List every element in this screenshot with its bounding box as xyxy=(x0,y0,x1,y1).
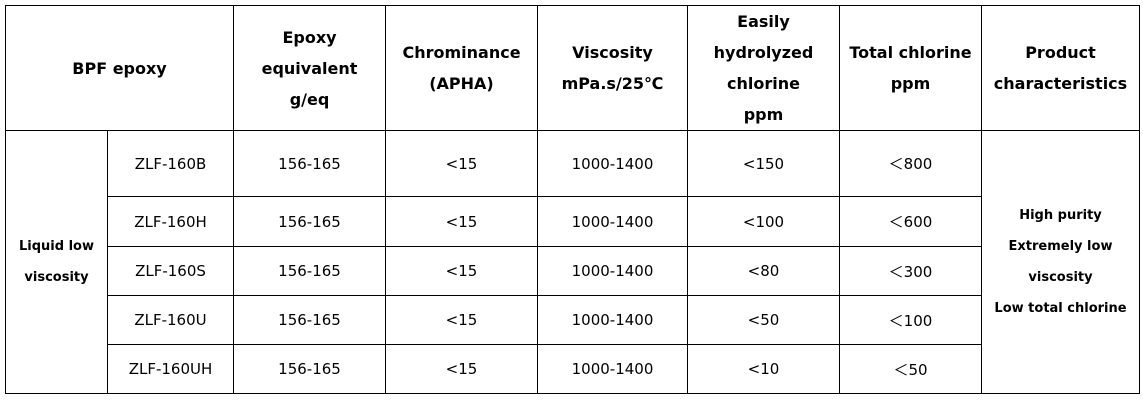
data-cell: <15 xyxy=(385,246,538,296)
header-cell: Total chlorine ppm xyxy=(839,5,982,131)
data-cell: <100 xyxy=(687,196,840,247)
data-cell: <10 xyxy=(687,344,840,394)
header-cell: Epoxy equivalent g/eq xyxy=(233,5,386,131)
data-row: ZLF-160UH 156-165 <15 1000-1400 <10 ＜50 xyxy=(6,344,1140,394)
header-cell: BPF epoxy xyxy=(5,5,234,131)
table-body: Liquid low viscosity ZLF-160B 156-165 <15 100… xyxy=(5,130,1140,394)
cell-line: characteristics xyxy=(993,74,1128,93)
data-cell: <15 xyxy=(385,196,538,247)
data-cell: ＜300 xyxy=(839,246,982,296)
data-cell: <15 xyxy=(385,295,538,345)
data-cell: ＜600 xyxy=(839,196,982,247)
cell-line: High purity xyxy=(1019,208,1102,223)
data-cell: <80 xyxy=(687,246,840,296)
data-row: Liquid low viscosity ZLF-160B 156-165 <15 100… xyxy=(5,130,1140,394)
cell-line: ppm xyxy=(743,105,784,124)
cell-line: BPF epoxy xyxy=(72,58,167,78)
cell-line: equivalent xyxy=(261,58,358,78)
data-cell: ＜100 xyxy=(839,295,982,345)
data-cell: ＜800 xyxy=(839,130,982,197)
header-cell: Viscosity mPa.s/25℃ xyxy=(537,5,688,131)
cell-line: (APHA) xyxy=(429,74,494,93)
cell-line: Total chlorine xyxy=(849,43,972,62)
data-cell: ZLF-160B xyxy=(107,130,234,197)
data-cell: 156-165 xyxy=(233,246,386,296)
header-row: BPF epoxy Epoxy equivalent g/eq Chrominance (… xyxy=(5,5,1140,131)
header-cell: Product characteristics xyxy=(981,5,1140,131)
data-cell: 1000-1400 xyxy=(537,196,688,247)
group-cell: Liquid low viscosity xyxy=(5,130,108,394)
data-cell: <50 xyxy=(687,295,840,345)
cell-line: Epoxy xyxy=(282,27,337,47)
data-cell: 156-165 xyxy=(233,344,386,394)
data-cell: <150 xyxy=(687,130,840,197)
cell-line: g/eq xyxy=(289,89,330,109)
data-cell: 156-165 xyxy=(233,295,386,345)
data-cell: ZLF-160S xyxy=(107,246,234,296)
data-cell: 1000-1400 xyxy=(537,295,688,345)
data-cell: 1000-1400 xyxy=(537,246,688,296)
data-cell: ZLF-160UH xyxy=(107,344,234,394)
cell-line: Low total chlorine xyxy=(994,301,1127,316)
cell-line: Liquid low xyxy=(19,239,94,254)
header-cell: Chrominance (APHA) xyxy=(385,5,538,131)
spec-table: BPF epoxy Epoxy equivalent g/eq Chrominance (… xyxy=(5,5,1140,394)
data-cell: ＜50 xyxy=(839,344,982,394)
data-cell: <15 xyxy=(385,130,538,197)
cell-line: Extremely low xyxy=(1008,239,1113,254)
data-cell: ZLF-160H xyxy=(107,196,234,247)
data-cell: 1000-1400 xyxy=(537,130,688,197)
cell-line: Easily xyxy=(737,12,790,31)
data-cell: 156-165 xyxy=(233,196,386,247)
cell-line: Viscosity xyxy=(572,43,653,62)
data-row: ZLF-160S 156-165 <15 1000-1400 <80 ＜300 xyxy=(6,246,1140,296)
cell-line: mPa.s/25℃ xyxy=(561,74,664,93)
cell-line: ppm xyxy=(890,74,931,93)
characteristics-cell: High purity Extremely low viscosity Low tot… xyxy=(981,130,1140,394)
data-cell: 1000-1400 xyxy=(537,344,688,394)
data-row: ZLF-160U 156-165 <15 1000-1400 <50 ＜100 xyxy=(6,295,1140,345)
data-cell: <15 xyxy=(385,344,538,394)
cell-line: Chrominance xyxy=(402,43,521,62)
data-row: ZLF-160H 156-165 <15 1000-1400 <100 ＜600 xyxy=(6,196,1140,247)
cell-line: chlorine xyxy=(727,74,800,93)
data-cell: ZLF-160U xyxy=(107,295,234,345)
cell-line: viscosity xyxy=(1028,270,1093,285)
cell-line: viscosity xyxy=(24,270,89,285)
header-cell: Easily hydrolyzed chlorine ppm xyxy=(687,5,840,131)
cell-line: hydrolyzed xyxy=(713,43,814,62)
table-header: BPF epoxy Epoxy equivalent g/eq Chrominance (… xyxy=(5,5,1140,131)
cell-line: Product xyxy=(1025,43,1096,62)
data-cell: 156-165 xyxy=(233,130,386,197)
